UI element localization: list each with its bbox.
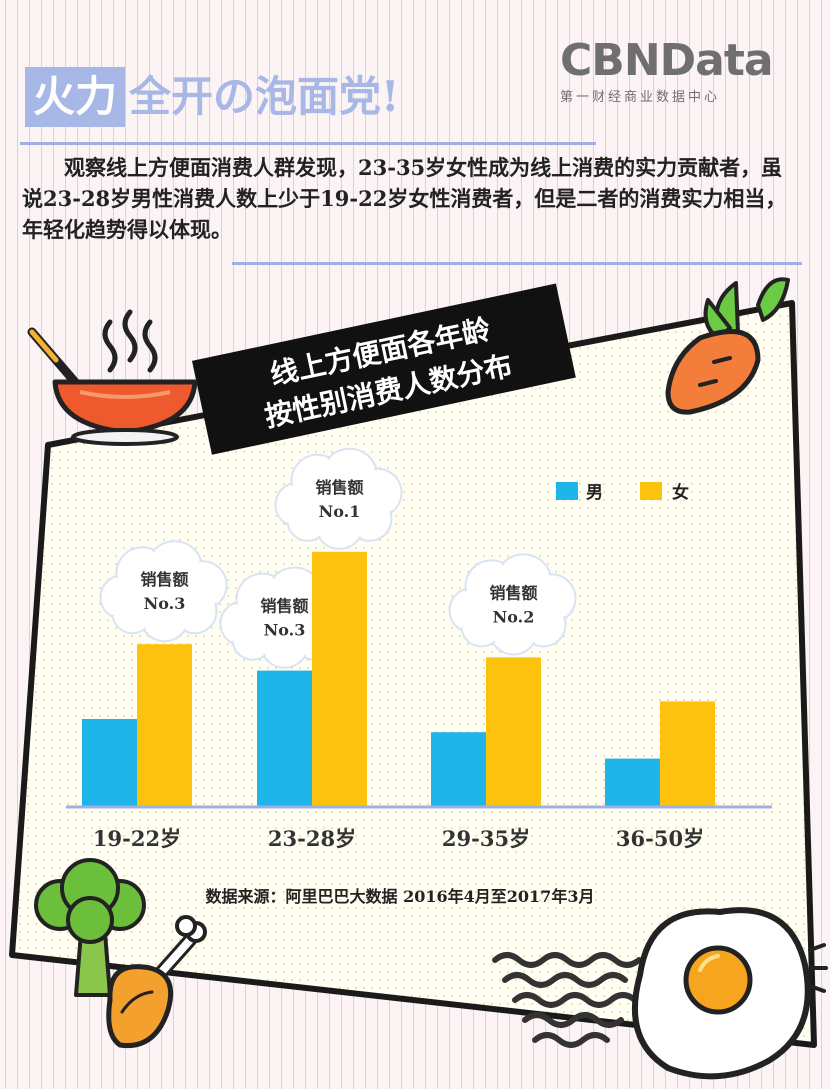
bar-male-2 [431,732,486,807]
data-source: 数据来源：阿里巴巴大数据 2016年4月至2017年3月 [206,887,595,906]
bar-male-3 [605,758,660,807]
logo-wordmark: CBNData [560,35,774,86]
sales-rank-bubble: 销售额 No.1 [274,447,403,550]
title-rest: 全开の泡面党! [129,72,400,121]
legend-label-female: 女 [672,482,689,503]
sales-rank-bubble: 销售额 No.2 [448,553,577,656]
legend-swatch-female [640,482,662,500]
x-axis-labels: 19-22岁 23-28岁 29-35岁 36-50岁 [93,826,704,851]
bubble-rank: No.3 [264,621,306,640]
page-title: 火力 全开の泡面党! [25,66,399,128]
fried-egg-icon [631,907,828,1080]
annotation-bubbles: 销售额 No.3 销售额 No.3 销售额 No.1 销售额 No.2 [99,447,577,669]
noodles-icon [492,952,642,1048]
sales-rank-bubble: 销售额 No.3 [99,540,228,643]
soup-pot-icon [27,309,198,446]
logo-subtitle: 第一财经商业数据中心 [560,90,721,105]
bubble-rank: No.2 [493,607,535,626]
bar-female-1 [312,551,367,807]
bar-female-3 [660,701,715,807]
bar-female-2 [486,657,541,807]
title-highlight: 火力 [25,67,126,127]
legend: 男 女 [556,482,689,503]
bar-male-0 [82,719,137,807]
bubble-label: 销售额 [140,570,188,589]
x-tick-label: 29-35岁 [442,826,530,851]
chicken-leg-icon [106,915,207,1049]
intro-paragraph: 观察线上方便面消费人群发现，23-35岁女性成为线上消费的实力贡献者，虽说23-… [22,155,787,242]
bubble-label: 销售额 [315,478,363,497]
broccoli-icon [34,858,146,997]
x-tick-label: 23-28岁 [268,826,356,851]
bubble-rank: No.3 [144,594,186,613]
cbndata-logo: CBNData 第一财经商业数据中心 [560,35,774,106]
x-tick-label: 19-22岁 [93,826,181,851]
bar-male-1 [257,670,312,807]
legend-label-male: 男 [586,483,603,503]
title-underline [20,142,596,145]
bar-series [82,551,715,807]
intro-underline [232,262,802,265]
x-tick-label: 36-50岁 [616,826,704,851]
legend-swatch-male [556,482,578,500]
bubble-label: 销售额 [489,583,537,602]
carrot-icon [665,277,790,415]
bubble-label: 销售额 [260,597,308,616]
bubble-rank: No.1 [319,502,361,521]
bar-female-0 [137,644,192,807]
